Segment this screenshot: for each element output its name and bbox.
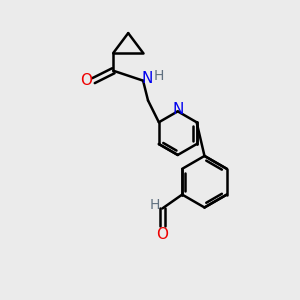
Text: O: O [81, 73, 93, 88]
Text: O: O [156, 227, 168, 242]
Text: H: H [149, 199, 160, 212]
Text: N: N [141, 71, 153, 86]
Text: N: N [172, 102, 183, 117]
Text: H: H [154, 69, 164, 83]
